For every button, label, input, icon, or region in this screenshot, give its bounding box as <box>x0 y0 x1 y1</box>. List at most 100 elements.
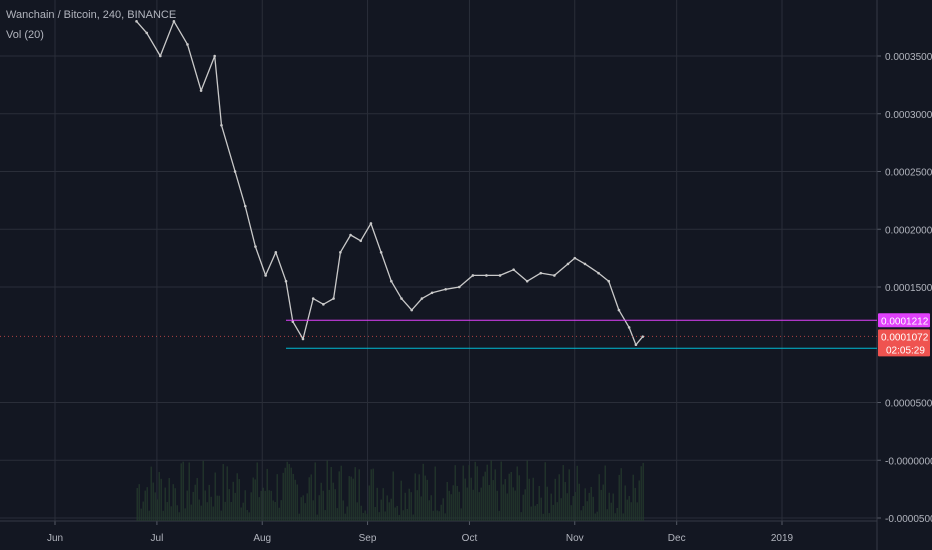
price-point[interactable] <box>566 262 570 266</box>
plot-area[interactable] <box>0 0 877 521</box>
volume-bar <box>336 508 338 521</box>
price-point[interactable] <box>332 297 335 300</box>
price-point[interactable] <box>145 31 149 35</box>
volume-bar <box>450 494 452 521</box>
price-point[interactable] <box>485 274 488 277</box>
volume-bar <box>506 493 508 521</box>
price-point[interactable] <box>220 124 223 127</box>
price-point[interactable] <box>301 337 305 341</box>
x-tick-label: Oct <box>462 533 478 544</box>
volume-bar <box>194 484 196 521</box>
volume-bar <box>140 508 142 521</box>
volume-bar <box>560 498 562 521</box>
price-point[interactable] <box>512 268 515 271</box>
volume-bar <box>484 471 486 521</box>
volume-bar <box>596 511 598 521</box>
price-point[interactable] <box>199 89 203 92</box>
volume-bar <box>460 508 462 521</box>
price-point[interactable] <box>573 256 577 260</box>
price-point[interactable] <box>339 251 342 254</box>
volume-bar <box>256 462 258 521</box>
price-point[interactable] <box>291 320 295 323</box>
y-tick-label: 0.0000500 <box>885 399 932 410</box>
last-price-label: 0.0001072 <box>881 332 929 343</box>
volume-bar <box>318 495 320 521</box>
volume-bar <box>632 474 634 521</box>
volume-bar <box>376 487 378 521</box>
volume-bar <box>500 461 502 521</box>
volume-bar <box>252 477 254 521</box>
price-point[interactable] <box>525 279 529 283</box>
volume-bar <box>552 504 554 521</box>
volume-bar <box>574 492 576 521</box>
price-point[interactable] <box>617 308 621 312</box>
volume-bar <box>576 465 578 521</box>
price-point[interactable] <box>400 297 403 300</box>
volume-bar <box>502 484 504 521</box>
price-point[interactable] <box>420 297 424 300</box>
volume-bar <box>214 472 216 521</box>
volume-bar <box>584 488 586 521</box>
price-point[interactable] <box>311 297 315 300</box>
price-point[interactable] <box>583 262 587 266</box>
price-point[interactable] <box>553 274 556 277</box>
price-point[interactable] <box>159 54 162 58</box>
volume-bar <box>566 493 568 521</box>
price-point[interactable] <box>430 291 434 295</box>
volume-bar <box>156 499 158 521</box>
price-point[interactable] <box>233 170 237 173</box>
volume-bar <box>180 463 182 521</box>
volume-bar <box>470 477 472 521</box>
volume-bar <box>268 490 270 521</box>
price-point[interactable] <box>597 271 600 275</box>
price-point[interactable] <box>172 20 176 23</box>
volume-legend[interactable]: Vol (20) <box>6 29 44 41</box>
price-point[interactable] <box>284 279 288 283</box>
price-point[interactable] <box>369 222 373 225</box>
volume-bar <box>630 502 632 521</box>
volume-bar <box>416 490 418 521</box>
price-point[interactable] <box>627 326 631 329</box>
price-point[interactable] <box>349 233 352 237</box>
price-point[interactable] <box>359 239 363 243</box>
price-point[interactable] <box>498 274 502 277</box>
volume-bar <box>348 476 350 521</box>
volume-bar <box>400 480 402 521</box>
volume-bar <box>218 495 220 521</box>
price-point[interactable] <box>243 204 247 208</box>
volume-bar <box>568 469 570 521</box>
volume-bar <box>546 486 548 521</box>
y-tick-label: 0.0002500 <box>885 168 932 179</box>
price-point[interactable] <box>539 271 543 275</box>
price-point[interactable] <box>410 308 414 312</box>
volume-bar <box>188 462 190 521</box>
price-point[interactable] <box>471 274 475 277</box>
symbol-legend[interactable]: Wanchain / Bitcoin, 240, BINANCE <box>6 9 177 21</box>
volume-bar <box>236 473 238 521</box>
volume-bar <box>298 513 300 521</box>
volume-bar <box>364 510 366 521</box>
price-point[interactable] <box>213 54 216 58</box>
volume-bar <box>454 465 456 521</box>
last-price-badge[interactable] <box>878 329 930 357</box>
price-point[interactable] <box>186 43 189 46</box>
price-point[interactable] <box>634 343 638 347</box>
price-point[interactable] <box>390 279 393 283</box>
price-point[interactable] <box>457 285 461 289</box>
price-point[interactable] <box>135 20 138 23</box>
price-point[interactable] <box>322 303 325 306</box>
volume-bar <box>554 478 556 521</box>
price-point[interactable] <box>607 279 611 283</box>
price-point[interactable] <box>641 335 645 338</box>
volume-bar <box>340 465 342 521</box>
price-point[interactable] <box>444 288 447 291</box>
volume-bar <box>548 513 550 521</box>
resistance-price-badge[interactable] <box>878 313 930 328</box>
price-point[interactable] <box>379 251 383 254</box>
price-point[interactable] <box>274 251 278 254</box>
price-point[interactable] <box>264 274 267 277</box>
x-tick-label: Nov <box>566 533 584 544</box>
price-point[interactable] <box>254 245 257 248</box>
